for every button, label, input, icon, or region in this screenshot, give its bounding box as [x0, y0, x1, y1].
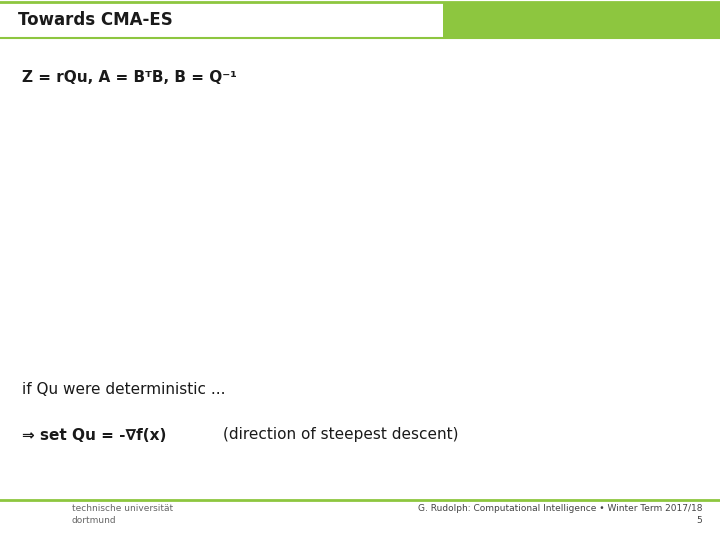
FancyBboxPatch shape [13, 504, 48, 510]
Text: G. Rudolph: Computational Intelligence • Winter Term 2017/18
5: G. Rudolph: Computational Intelligence •… [418, 504, 702, 525]
FancyBboxPatch shape [55, 527, 89, 534]
Text: if Qu were deterministic ...: if Qu were deterministic ... [22, 382, 225, 397]
FancyBboxPatch shape [26, 504, 35, 534]
Text: Lecture 11: Lecture 11 [454, 11, 554, 29]
Text: Towards CMA-ES: Towards CMA-ES [18, 11, 173, 29]
Text: (direction of steepest descent): (direction of steepest descent) [223, 428, 459, 442]
Text: technische universität
dortmund: technische universität dortmund [72, 504, 173, 525]
Text: Z = rQu, A = BᵀB, B = Q⁻¹: Z = rQu, A = BᵀB, B = Q⁻¹ [22, 71, 236, 85]
FancyBboxPatch shape [80, 504, 89, 534]
FancyBboxPatch shape [55, 504, 64, 534]
Text: ⇒ set Qu = -∇f(x): ⇒ set Qu = -∇f(x) [22, 428, 166, 442]
